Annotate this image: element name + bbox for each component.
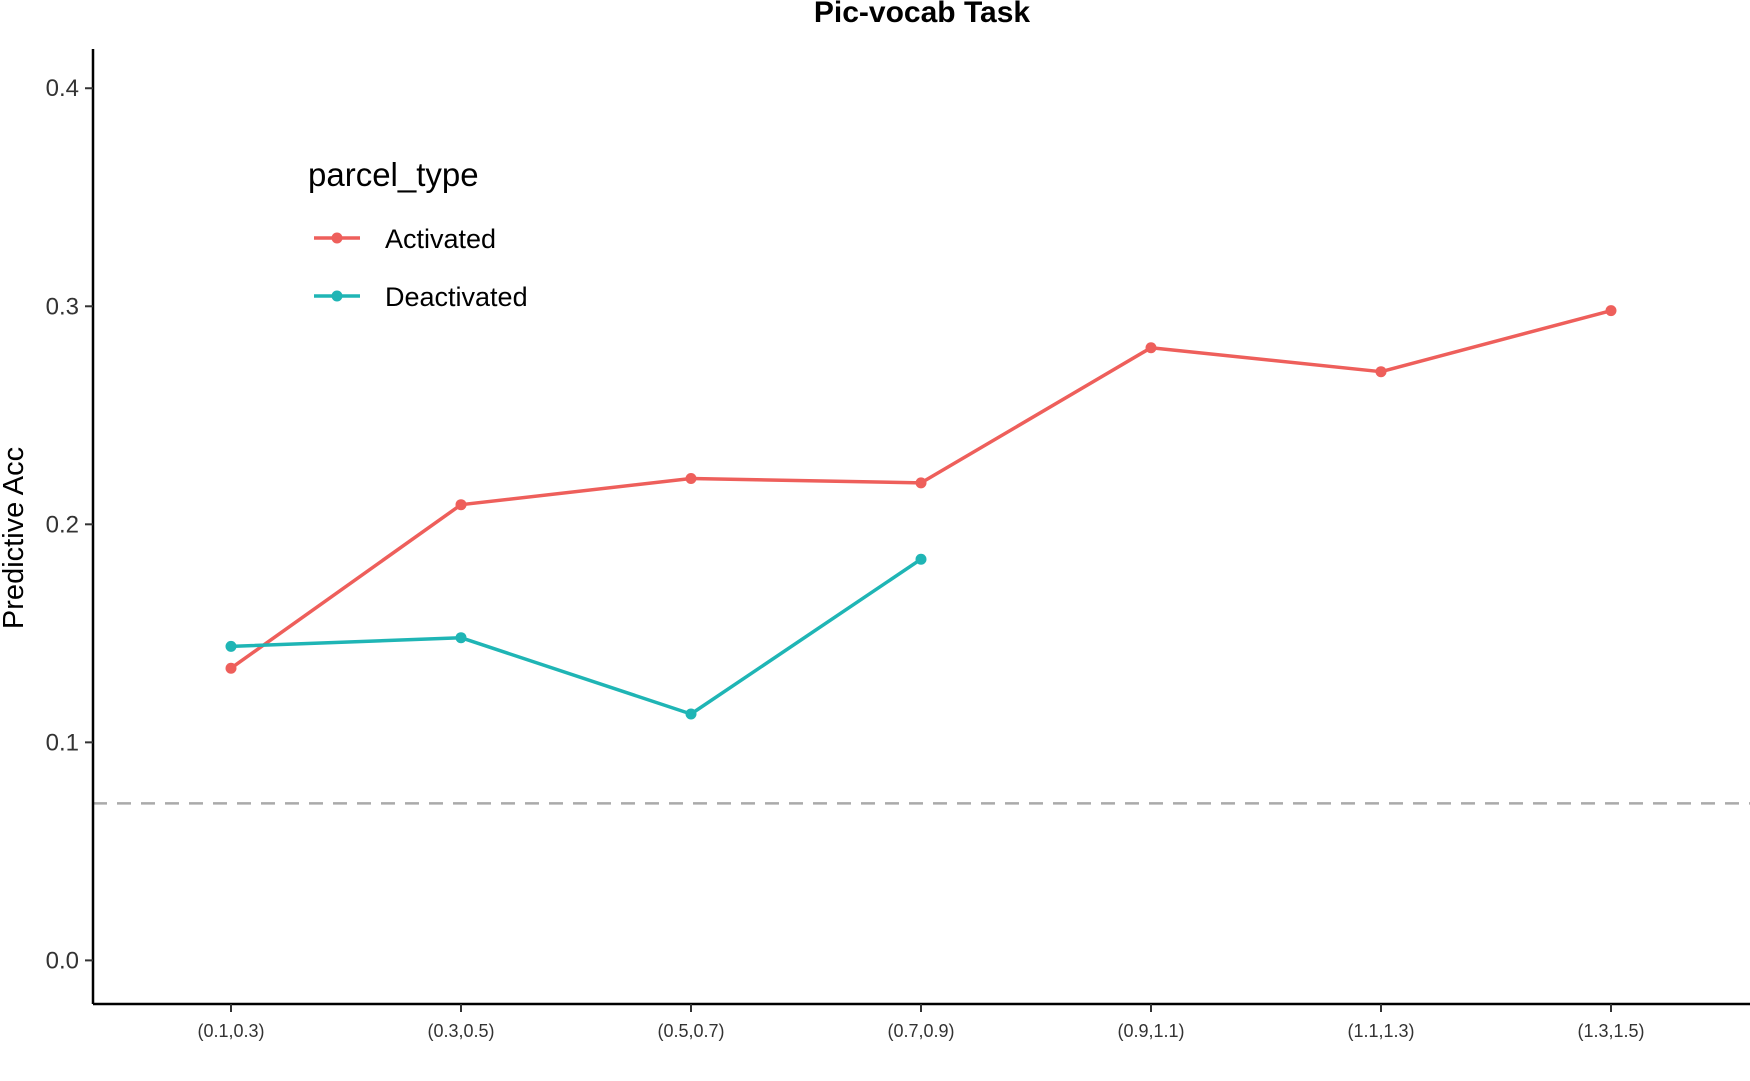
y-ticks: 0.0 0.1 0.2 0.3 0.4 <box>46 75 93 974</box>
data-point-deactivated <box>455 632 467 644</box>
data-point-activated <box>455 499 467 511</box>
data-point-activated <box>225 662 237 674</box>
y-tick-label: 0.0 <box>46 947 79 974</box>
x-ticks: (0.1,0.3) (0.3,0.5) (0.5,0.7) (0.7,0.9) (0.9… <box>197 1004 1645 1041</box>
x-tick-label: (1.1,1.3) <box>1347 1021 1414 1041</box>
x-tick-label: (0.1,0.3) <box>197 1021 264 1041</box>
y-tick-label: 0.3 <box>46 293 79 320</box>
x-tick-label: (0.7,0.9) <box>887 1021 954 1041</box>
x-tick-label: (0.9,1.1) <box>1117 1021 1184 1041</box>
x-tick-label: (0.3,0.5) <box>427 1021 494 1041</box>
legend-title: parcel_type <box>308 156 479 193</box>
y-axis-label: Predictive Acc <box>0 447 30 629</box>
legend-label-activated: Activated <box>385 224 496 254</box>
data-point-activated <box>1145 342 1157 354</box>
data-point-deactivated <box>225 640 237 652</box>
data-point-activated <box>685 473 697 485</box>
legend-label-deactivated: Deactivated <box>385 282 528 312</box>
series-layer <box>225 305 1617 720</box>
series-line-deactivated <box>230 557 922 716</box>
legend: parcel_type Activated Deactivated <box>308 156 528 312</box>
x-tick-label: (0.5,0.7) <box>657 1021 724 1041</box>
data-point-deactivated <box>915 553 927 565</box>
data-point-activated <box>915 477 927 489</box>
data-point-activated <box>1605 305 1617 317</box>
y-tick-label: 0.4 <box>46 75 79 102</box>
chart-title: Pic-vocab Task <box>814 0 1031 29</box>
x-tick-label: (1.3,1.5) <box>1577 1021 1644 1041</box>
legend-key-point-deactivated <box>331 290 343 302</box>
data-point-deactivated <box>685 708 697 720</box>
data-point-activated <box>1375 366 1387 378</box>
y-tick-label: 0.2 <box>46 511 79 538</box>
series-line-activated <box>229 308 1612 670</box>
y-tick-label: 0.1 <box>46 729 79 756</box>
legend-key-point-activated <box>331 232 343 244</box>
